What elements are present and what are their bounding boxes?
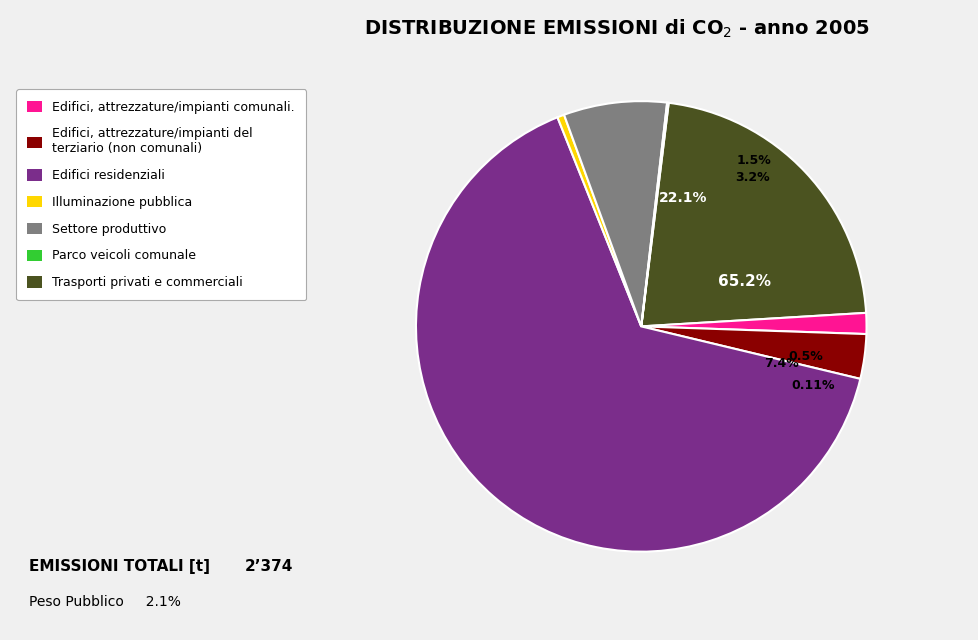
Text: 2’374: 2’374 xyxy=(244,559,292,574)
Text: 22.1%: 22.1% xyxy=(658,191,707,205)
Wedge shape xyxy=(641,313,866,334)
Text: 3.2%: 3.2% xyxy=(734,172,769,184)
Wedge shape xyxy=(563,101,666,326)
Wedge shape xyxy=(556,115,641,326)
Text: Peso Pubblico     2.1%: Peso Pubblico 2.1% xyxy=(29,595,181,609)
Text: 7.4%: 7.4% xyxy=(764,357,798,370)
Text: 65.2%: 65.2% xyxy=(717,274,771,289)
Wedge shape xyxy=(641,326,866,379)
Wedge shape xyxy=(416,117,860,552)
Text: 0.11%: 0.11% xyxy=(791,379,834,392)
Text: EMISSIONI TOTALI [t]: EMISSIONI TOTALI [t] xyxy=(29,559,210,574)
Legend: Edifici, attrezzature/impianti comunali., Edifici, attrezzature/impianti del
ter: Edifici, attrezzature/impianti comunali.… xyxy=(16,90,306,300)
Wedge shape xyxy=(641,102,668,326)
Wedge shape xyxy=(641,103,866,326)
Text: DISTRIBUZIONE EMISSIONI di CO$_2$ - anno 2005: DISTRIBUZIONE EMISSIONI di CO$_2$ - anno… xyxy=(364,18,868,40)
Text: 0.5%: 0.5% xyxy=(788,349,822,363)
Text: 1.5%: 1.5% xyxy=(735,154,771,167)
